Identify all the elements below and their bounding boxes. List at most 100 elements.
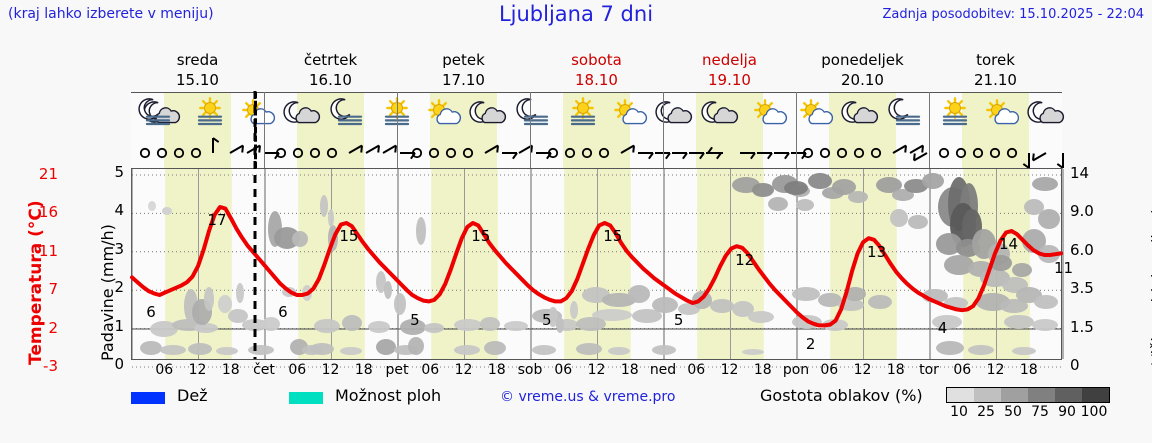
cloud-density-tick: 75 xyxy=(1031,404,1049,420)
x-axis-tick: 18 xyxy=(620,362,639,378)
wind-barb-icon xyxy=(1056,153,1064,169)
cloud-density-blob xyxy=(376,271,386,293)
day-separator xyxy=(796,92,797,168)
cloud-density-blob xyxy=(424,323,444,333)
current-time-marker-top xyxy=(254,92,257,168)
cloud-density-blob xyxy=(1004,315,1034,329)
cloud-density-blob xyxy=(576,343,602,355)
day-date: 21.10 xyxy=(974,71,1017,89)
axis-tick: 0 xyxy=(1070,356,1080,374)
cloud-density-blob xyxy=(944,255,974,275)
temperature-point-label: 12 xyxy=(735,251,754,269)
cloud-density-blob xyxy=(204,287,214,311)
day-date: 17.10 xyxy=(442,71,485,89)
wind-barb-icon xyxy=(1032,152,1047,162)
wind-calm-icon xyxy=(598,147,610,159)
cloud-density-blob xyxy=(904,179,928,193)
cloud-density-blob xyxy=(394,293,406,315)
cloud-density-blob xyxy=(832,179,856,195)
daylight-band xyxy=(297,138,364,168)
cloud-density-blob xyxy=(400,319,426,335)
x-axis-tick: 18 xyxy=(354,362,373,378)
cloud-density-swatch xyxy=(947,388,974,402)
cloud-density-blob xyxy=(454,345,480,355)
moon-mist-icon xyxy=(888,98,921,126)
sun-cloud-icon xyxy=(986,99,1020,125)
x-axis-tick: 12 xyxy=(720,362,739,378)
cloud-density-blob xyxy=(990,255,1012,271)
temperature-point-label: 15 xyxy=(603,227,622,245)
cloud-density-blob xyxy=(556,317,564,333)
axis-tick: 21 xyxy=(38,165,58,183)
cloud-density-blob xyxy=(454,319,482,331)
temperature-line xyxy=(130,205,1063,328)
cloud-density-blob xyxy=(1032,177,1058,191)
wind-barb-icon xyxy=(655,152,671,160)
wind-calm-icon xyxy=(326,147,338,159)
cloud-density-blob xyxy=(216,347,238,355)
x-axis-tick: sob xyxy=(517,362,543,378)
x-axis-tick: 06 xyxy=(554,362,573,378)
day-separator xyxy=(530,92,531,168)
wind-barb-icon xyxy=(502,152,518,160)
sun-mist-icon xyxy=(197,97,223,126)
meteogram-svg: 6 17 6 15 5 15 5 15 5 12 2 13 4 14 11 xyxy=(130,91,1073,368)
day-name: sobota xyxy=(571,51,622,69)
axis-tick: 1 xyxy=(114,316,124,335)
last-update-text: Zadnja posodobitev: 15.10.2025 - 22:04 xyxy=(882,7,1144,22)
temperature-point-label: 4 xyxy=(938,319,948,337)
axis-tick: 0 xyxy=(114,355,124,373)
cloud-density-blob xyxy=(228,309,248,323)
wind-barb-icon xyxy=(913,152,928,162)
cloud-density-blob xyxy=(236,283,244,303)
day-date: 19.10 xyxy=(708,71,751,89)
cloud-density-blob xyxy=(576,317,606,331)
wind-calm-icon xyxy=(292,147,304,159)
day-separator xyxy=(663,92,664,168)
cloud-density-blob xyxy=(160,345,186,355)
day-separator xyxy=(929,92,930,168)
axis-tick: 2 xyxy=(114,278,124,297)
chart-legend: Dež Možnost ploh © vreme.us & vreme.pro … xyxy=(131,386,1152,436)
weather-icons-svg xyxy=(138,97,1065,126)
cloud-density-blob xyxy=(768,197,788,211)
cloud-density-blob xyxy=(892,189,914,201)
wind-calm-icon xyxy=(989,147,1001,159)
cloud-density-gradient-bar xyxy=(946,387,1110,403)
cloud-density-blob xyxy=(148,201,156,211)
meteogram-plot: 6 17 6 15 5 15 5 15 5 12 2 13 4 14 11 xyxy=(130,91,1073,368)
wind-barb-icon xyxy=(909,144,924,154)
x-axis-tick: 06 xyxy=(953,362,972,378)
moon-cloud-icon xyxy=(655,101,693,124)
x-axis-tick: 06 xyxy=(820,362,839,378)
temperature-point-label: 15 xyxy=(471,227,490,245)
x-axis-tick: 18 xyxy=(487,362,506,378)
copyright-link[interactable]: © vreme.us & vreme.pro xyxy=(500,389,676,405)
temperature-point-label: 6 xyxy=(278,303,288,321)
moon-cloud-icon xyxy=(841,101,879,124)
moon-cloud-icon xyxy=(283,101,321,124)
cloud-density-tick: 100 xyxy=(1080,404,1108,420)
cloud-density-blob xyxy=(302,345,322,355)
wind-barb-icon xyxy=(689,152,705,160)
cloud-density-blob xyxy=(602,293,636,307)
wind-calm-icon xyxy=(938,147,950,159)
cloud-density-blob xyxy=(1034,295,1058,309)
cloud-density-blob xyxy=(796,199,814,211)
wind-barb-icon xyxy=(638,152,654,160)
wind-calm-icon xyxy=(972,147,984,159)
cloud-density-blob xyxy=(262,317,280,331)
wind-barb-icon xyxy=(365,144,380,154)
moon-cloud-icon xyxy=(701,101,739,124)
sun-cloud-icon xyxy=(428,99,462,125)
moon-mist-icon xyxy=(330,98,363,126)
cloud-density-blob xyxy=(242,319,268,331)
day-date: 20.10 xyxy=(841,71,884,89)
wind-calm-icon xyxy=(309,147,321,159)
temperature-point-label: 2 xyxy=(806,335,816,353)
cloud-density-blob xyxy=(936,233,962,255)
wind-barb-icon xyxy=(382,144,397,154)
cloud-height-axis-title: Višina oblakov (km) xyxy=(1128,165,1152,365)
day-header-6: ponedeljek 20.10 xyxy=(796,50,929,90)
x-axis-tick: 12 xyxy=(853,362,872,378)
